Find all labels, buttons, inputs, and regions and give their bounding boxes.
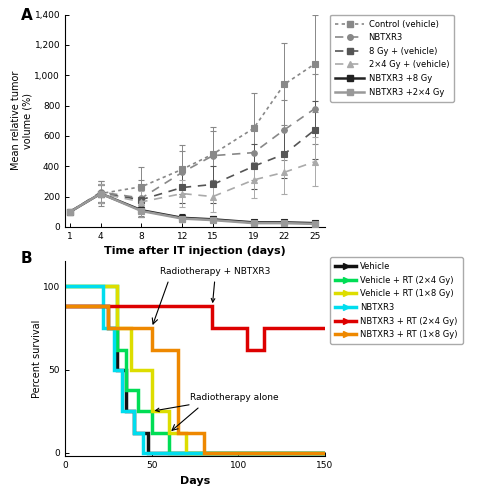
Text: Radiotherapy alone: Radiotherapy alone (156, 392, 278, 412)
Legend: Control (vehicle), NBTXR3, 8 Gy + (vehicle), 2×4 Gy + (vehicle), NBTXR3 +8 Gy, N: Control (vehicle), NBTXR3, 8 Gy + (vehic… (330, 15, 454, 102)
Text: A: A (21, 8, 32, 23)
Y-axis label: Mean relative tumor
volume (%): Mean relative tumor volume (%) (12, 71, 33, 170)
Y-axis label: Percent survival: Percent survival (32, 320, 42, 398)
Text: Radiotherapy + NBTXR3: Radiotherapy + NBTXR3 (160, 267, 270, 302)
Legend: Vehicle, Vehicle + RT (2×4 Gy), Vehicle + RT (1×8 Gy), NBTXR3, NBTXR3 + RT (2×4 : Vehicle, Vehicle + RT (2×4 Gy), Vehicle … (330, 257, 462, 344)
X-axis label: Days: Days (180, 476, 210, 486)
Text: B: B (21, 251, 32, 266)
X-axis label: Time after IT injection (days): Time after IT injection (days) (104, 246, 286, 256)
